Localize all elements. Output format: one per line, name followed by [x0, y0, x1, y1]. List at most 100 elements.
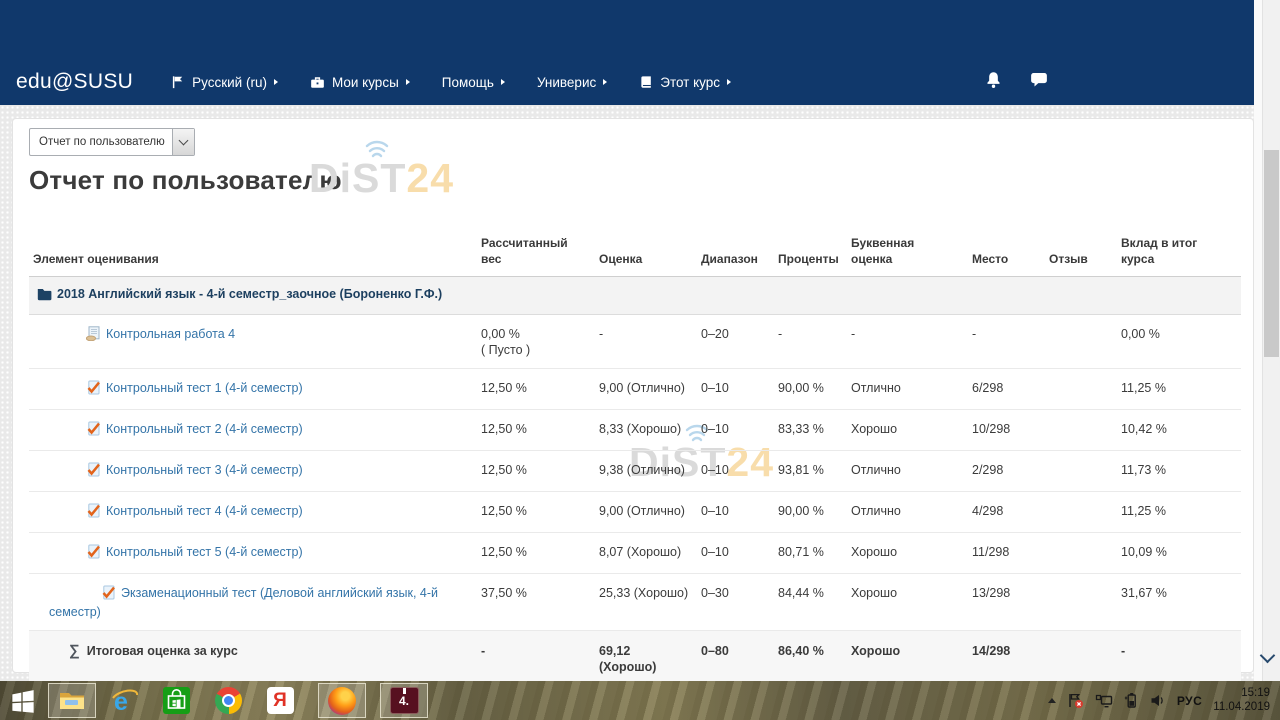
vertical-scrollbar[interactable] [1262, 0, 1280, 681]
quiz-icon [86, 380, 101, 399]
report-type-value: Отчет по пользователю [39, 136, 165, 148]
start-button[interactable] [0, 681, 46, 720]
action-center-flag-icon[interactable] [1067, 692, 1084, 709]
grade-row: Контрольная работа 4 0,00 %( Пусто ) - 0… [29, 314, 1241, 369]
nav-univeris-label: Универис [536, 74, 597, 90]
caret-right-icon [727, 79, 732, 85]
caret-right-icon [405, 79, 410, 85]
chevron-down-icon [178, 135, 189, 146]
feedback-cell [1045, 450, 1117, 492]
col-header-letter: Буквенная оценка [847, 227, 968, 277]
nav-language-menu[interactable]: Русский (ru) [155, 75, 294, 90]
report-type-select[interactable]: Отчет по пользователю [29, 128, 195, 156]
report-card: Отчет по пользователю Отчет по пользоват… [12, 118, 1254, 681]
flag-icon [171, 75, 185, 89]
volume-icon[interactable] [1150, 693, 1166, 708]
nav-language-label: Русский (ru) [192, 74, 267, 90]
quiz-icon [101, 585, 116, 604]
grade-item-link[interactable]: Контрольный тест 5 (4-й семестр) [106, 545, 303, 559]
quiz-icon [86, 544, 101, 563]
caret-right-icon [603, 79, 608, 85]
taskbar-internet-explorer[interactable]: e [100, 683, 148, 718]
grade-item-link[interactable]: Контрольный тест 4 (4-й семестр) [106, 504, 303, 518]
feedback-cell [1045, 409, 1117, 451]
nav-this-course-label: Этот курс [660, 74, 721, 90]
feedback-cell [1045, 573, 1117, 631]
nav-my-courses-label: Мои курсы [331, 74, 399, 90]
firefox-icon [328, 686, 356, 715]
nav-univeris-menu[interactable]: Универис [521, 75, 623, 90]
col-header-weight: Рассчитанный вес [477, 227, 595, 277]
quiz-icon [86, 462, 101, 481]
taskbar-windows-store[interactable] [152, 683, 200, 718]
quiz-icon [86, 503, 101, 522]
grade-item-link[interactable]: Контрольный тест 1 (4-й семестр) [106, 381, 303, 395]
col-header-contribution: Вклад в итог курса [1117, 227, 1241, 277]
feedback-cell [1045, 368, 1117, 410]
grade-item-link[interactable]: Контрольная работа 4 [106, 327, 236, 341]
course-total-label: Итоговая оценка за курс [86, 644, 238, 658]
taskbar-app-4[interactable]: 4. [380, 683, 428, 718]
caret-right-icon [273, 79, 278, 85]
category-name: 2018 Английский язык - 4-й семестр_заочн… [57, 287, 443, 301]
language-indicator[interactable]: РУС [1176, 693, 1203, 708]
page-title: Отчет по пользователю [29, 165, 342, 195]
user-report-table: Элемент оценивания Рассчитанный вес Оцен… [29, 227, 1241, 681]
grade-item-link[interactable]: Контрольный тест 2 (4-й семестр) [106, 422, 303, 436]
site-brand-link[interactable]: edu@SUSU [16, 70, 134, 93]
yandex-icon: Я [266, 687, 294, 714]
feedback-cell [1045, 532, 1117, 574]
dist24-watermark: DiST24 [309, 140, 454, 202]
tray-expand-icon[interactable] [1047, 698, 1056, 703]
assignment-icon [85, 326, 101, 345]
book-icon [639, 75, 653, 89]
col-header-rank: Место [968, 227, 1045, 277]
top-navbar: edu@SUSU Русский (ru) Мои курсы Помощь [0, 0, 1254, 105]
nav-help-menu[interactable]: Помощь [426, 75, 521, 90]
network-icon[interactable] [1095, 693, 1113, 709]
feedback-cell [1045, 314, 1117, 369]
briefcase-icon [310, 75, 325, 89]
taskbar-firefox[interactable] [318, 683, 366, 718]
taskbar-file-explorer[interactable] [48, 683, 96, 718]
col-header-item: Элемент оценивания [29, 227, 477, 277]
chrome-icon [214, 687, 242, 714]
sigma-total-icon: ∑ [69, 642, 80, 659]
grade-item-link[interactable]: Контрольный тест 3 (4-й семестр) [106, 463, 303, 477]
grade-row: Контрольный тест 5 (4-й семестр) 12,50 %… [29, 532, 1241, 574]
battery-icon[interactable] [1124, 692, 1139, 709]
nav-this-course-menu[interactable]: Этот курс [623, 75, 747, 90]
scrollbar-thumb[interactable] [1264, 150, 1279, 357]
select-dropdown-button[interactable] [172, 129, 194, 155]
folder-icon [37, 288, 52, 305]
messages-chat-icon[interactable] [1030, 72, 1048, 93]
clock-time: 15:19 [1241, 687, 1270, 699]
grade-item-link[interactable]: Экзаменационный тест (Деловой английский… [49, 586, 439, 619]
windows-taskbar: e Я 4. РУС 15:19 11.04.2019 [0, 681, 1280, 720]
caret-right-icon [500, 79, 505, 85]
browser-viewport: edu@SUSU Русский (ru) Мои курсы Помощь [0, 0, 1280, 681]
col-header-range: Диапазон [697, 227, 774, 277]
grade-row: Контрольный тест 4 (4-й семестр) 12,50 %… [29, 491, 1241, 533]
grade-row: Контрольный тест 3 (4-й семестр) 12,50 %… [29, 450, 1241, 492]
notifications-bell-icon[interactable] [985, 71, 1002, 94]
clock[interactable]: 15:19 11.04.2019 [1213, 687, 1278, 714]
nav-help-label: Помощь [441, 74, 494, 90]
col-header-percent: Проценты [774, 227, 847, 277]
nav-my-courses-menu[interactable]: Мои курсы [294, 75, 426, 90]
grade-row: Экзаменационный тест (Деловой английский… [29, 573, 1241, 631]
col-header-grade: Оценка [595, 227, 697, 277]
taskbar-chrome[interactable] [204, 683, 252, 718]
col-header-feedback: Отзыв [1045, 227, 1117, 277]
feedback-cell [1045, 491, 1117, 533]
category-row: 2018 Английский язык - 4-й семестр_заочн… [29, 276, 1241, 315]
quiz-icon [86, 421, 101, 440]
feedback-cell [1045, 630, 1117, 681]
scrollbar-zone [1254, 0, 1280, 681]
course-total-row: ∑ Итоговая оценка за курс - 69,12 (Хорошо)… [29, 630, 1241, 681]
app-4-icon: 4. [389, 687, 419, 714]
grade-row: Контрольный тест 2 (4-й семестр) 12,50 %… [29, 409, 1241, 451]
taskbar-yandex-browser[interactable]: Я [256, 683, 304, 718]
grade-row: Контрольный тест 1 (4-й семестр) 12,50 %… [29, 368, 1241, 410]
clock-date: 11.04.2019 [1213, 700, 1270, 713]
